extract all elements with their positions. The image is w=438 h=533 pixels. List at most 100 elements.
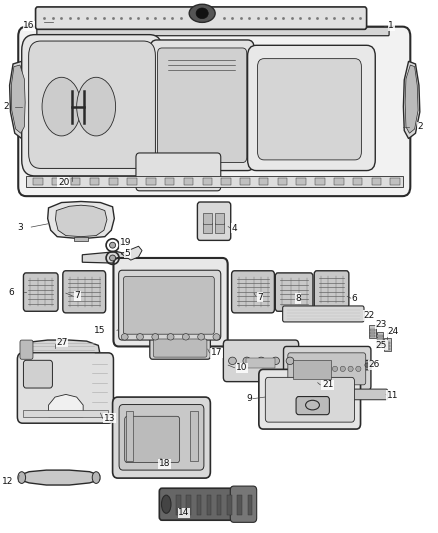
FancyBboxPatch shape xyxy=(24,273,58,311)
Text: 24: 24 xyxy=(387,327,398,336)
Ellipse shape xyxy=(286,357,294,365)
Bar xyxy=(176,495,180,515)
FancyBboxPatch shape xyxy=(18,353,113,423)
Bar xyxy=(90,178,99,185)
Bar xyxy=(377,332,384,345)
FancyBboxPatch shape xyxy=(119,405,204,470)
Text: 8: 8 xyxy=(295,294,301,303)
Ellipse shape xyxy=(162,495,171,513)
Text: 7: 7 xyxy=(74,292,80,300)
Polygon shape xyxy=(126,411,133,461)
Polygon shape xyxy=(56,205,107,237)
Text: 7: 7 xyxy=(257,293,263,302)
Text: 13: 13 xyxy=(104,414,116,423)
FancyBboxPatch shape xyxy=(18,27,410,196)
Polygon shape xyxy=(82,252,132,263)
Ellipse shape xyxy=(18,472,25,483)
Bar xyxy=(370,332,375,334)
FancyBboxPatch shape xyxy=(28,41,155,168)
FancyBboxPatch shape xyxy=(125,416,180,463)
Bar xyxy=(390,178,400,185)
Ellipse shape xyxy=(182,334,189,340)
Ellipse shape xyxy=(196,8,208,19)
Text: 2: 2 xyxy=(3,102,9,111)
Ellipse shape xyxy=(213,334,220,340)
Text: 2: 2 xyxy=(417,123,423,131)
Ellipse shape xyxy=(189,4,215,22)
Ellipse shape xyxy=(110,242,116,248)
Bar xyxy=(207,495,211,515)
Polygon shape xyxy=(11,65,25,133)
Ellipse shape xyxy=(332,366,338,372)
Bar xyxy=(278,178,287,185)
Bar xyxy=(23,410,108,417)
Polygon shape xyxy=(49,394,83,417)
FancyBboxPatch shape xyxy=(124,277,214,334)
FancyBboxPatch shape xyxy=(283,346,371,390)
Ellipse shape xyxy=(121,334,128,340)
Text: 14: 14 xyxy=(178,508,190,517)
FancyBboxPatch shape xyxy=(198,202,231,240)
Ellipse shape xyxy=(340,366,346,372)
Bar xyxy=(370,335,375,337)
FancyBboxPatch shape xyxy=(159,488,254,520)
FancyBboxPatch shape xyxy=(119,270,221,340)
FancyBboxPatch shape xyxy=(265,377,354,422)
Polygon shape xyxy=(10,61,27,139)
Bar xyxy=(127,178,137,185)
Text: 22: 22 xyxy=(364,311,375,320)
Bar xyxy=(378,335,383,337)
FancyBboxPatch shape xyxy=(153,339,207,357)
Text: 3: 3 xyxy=(18,223,24,231)
Bar xyxy=(33,178,43,185)
Bar xyxy=(109,178,118,185)
Bar xyxy=(237,495,242,515)
Bar xyxy=(334,178,343,185)
FancyBboxPatch shape xyxy=(247,45,375,171)
Bar xyxy=(52,178,62,185)
FancyBboxPatch shape xyxy=(113,397,210,478)
FancyBboxPatch shape xyxy=(296,397,329,415)
Polygon shape xyxy=(403,61,420,139)
Bar xyxy=(385,342,390,344)
Text: 10: 10 xyxy=(237,364,248,372)
Bar xyxy=(26,176,403,187)
Bar xyxy=(221,178,231,185)
Polygon shape xyxy=(190,411,198,461)
Text: 6: 6 xyxy=(8,288,14,296)
FancyBboxPatch shape xyxy=(63,271,106,313)
Ellipse shape xyxy=(92,472,100,483)
Bar xyxy=(297,178,306,185)
FancyBboxPatch shape xyxy=(223,340,299,382)
Bar xyxy=(247,495,252,515)
Bar xyxy=(165,178,174,185)
Bar xyxy=(353,178,362,185)
FancyBboxPatch shape xyxy=(20,340,33,359)
Bar xyxy=(202,178,212,185)
FancyBboxPatch shape xyxy=(350,389,388,400)
Ellipse shape xyxy=(152,334,159,340)
FancyBboxPatch shape xyxy=(150,336,210,359)
Bar xyxy=(369,325,376,338)
Ellipse shape xyxy=(243,357,251,365)
Bar xyxy=(378,338,383,341)
Ellipse shape xyxy=(362,360,372,370)
Text: 21: 21 xyxy=(322,381,333,389)
Polygon shape xyxy=(121,246,142,260)
Bar xyxy=(384,338,391,351)
Ellipse shape xyxy=(110,255,116,261)
Text: 26: 26 xyxy=(369,360,380,369)
Text: 20: 20 xyxy=(58,178,69,187)
Bar xyxy=(385,348,390,350)
Polygon shape xyxy=(19,470,99,485)
Polygon shape xyxy=(74,237,88,241)
FancyBboxPatch shape xyxy=(150,40,254,171)
Text: 16: 16 xyxy=(23,21,35,30)
Ellipse shape xyxy=(365,363,369,367)
FancyBboxPatch shape xyxy=(232,271,275,313)
FancyBboxPatch shape xyxy=(314,271,349,308)
Bar xyxy=(259,178,268,185)
Bar xyxy=(204,223,212,233)
FancyBboxPatch shape xyxy=(283,306,364,322)
Bar xyxy=(146,178,155,185)
